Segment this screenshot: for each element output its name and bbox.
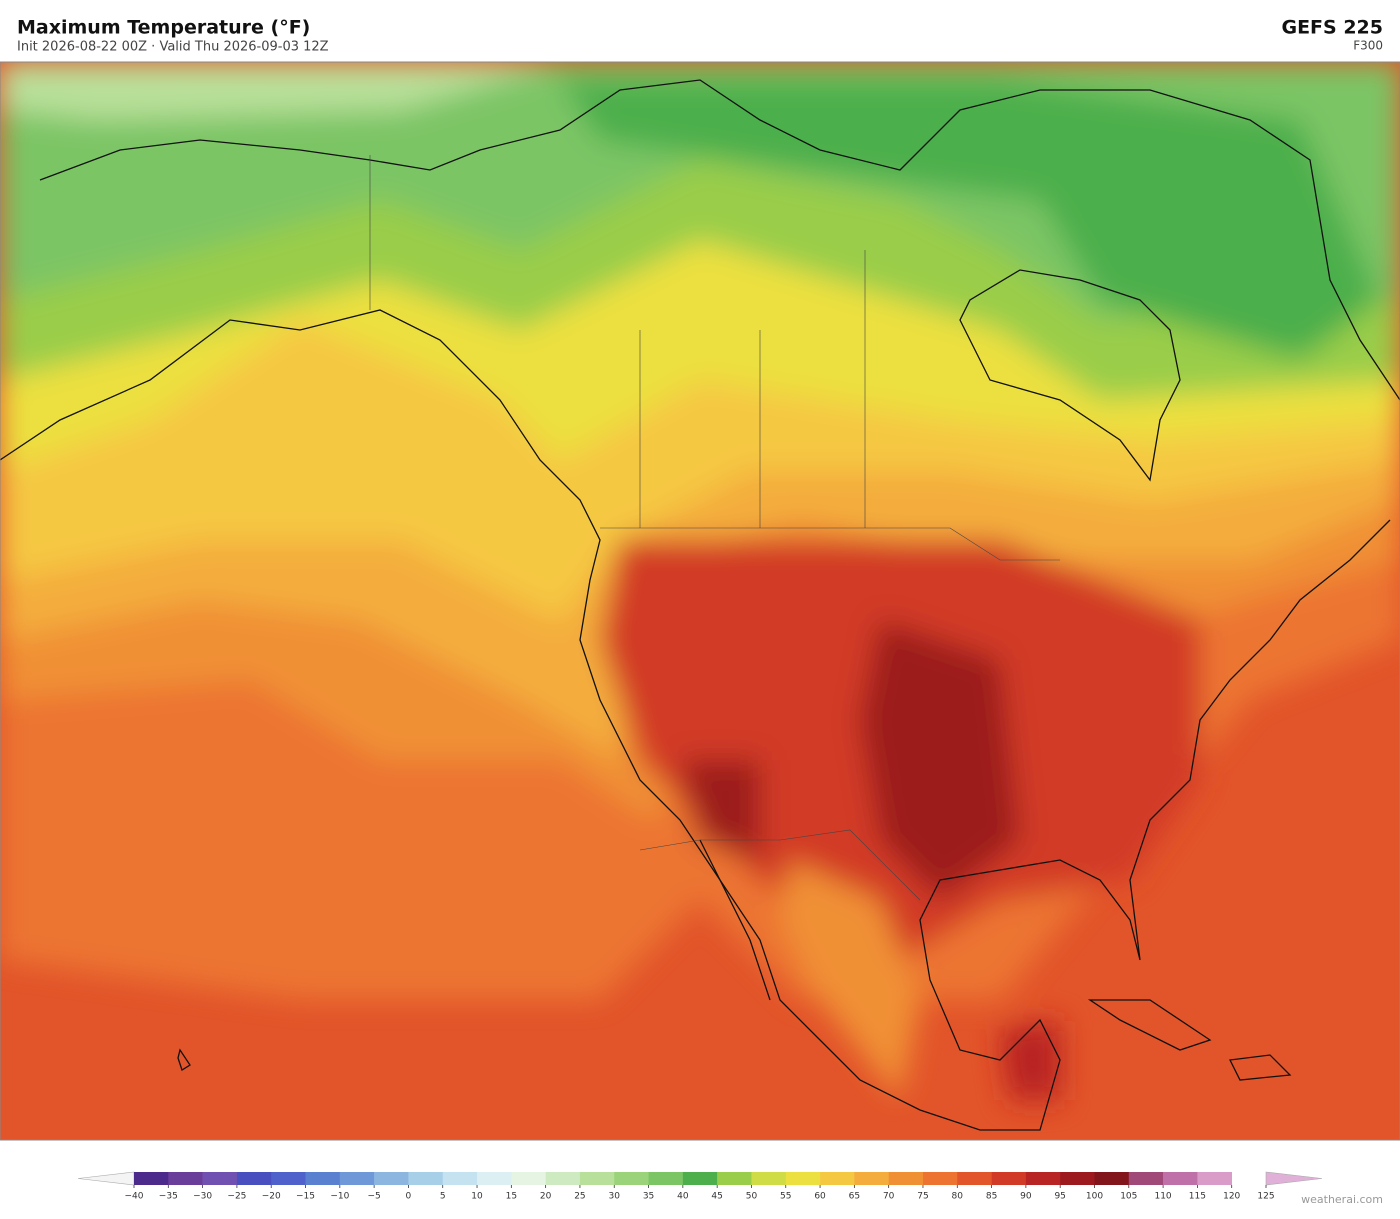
colorbar-tick-label: 110 (1154, 1192, 1171, 1202)
colorbar-tick-label: 105 (1120, 1192, 1137, 1202)
colorbar-tick-label: −35 (159, 1192, 178, 1202)
colorbar-tick-label: −30 (193, 1192, 212, 1202)
subtitle: Init 2026-08-22 00Z · Valid Thu 2026-09-… (17, 40, 329, 55)
colorbar-bin (717, 1172, 752, 1185)
colorbar-bin (888, 1172, 924, 1185)
colorbar-bin (751, 1172, 787, 1185)
colorbar-bin (1128, 1172, 1164, 1185)
colorbar-bin (682, 1172, 718, 1185)
colorbar-tick-label: −25 (227, 1192, 246, 1202)
colorbar-bin (1094, 1172, 1130, 1185)
colorbar-bin (168, 1172, 203, 1185)
colorbar-over (1265, 1171, 1323, 1186)
colorbar-tick-label: 10 (471, 1192, 483, 1202)
colorbar-tick-label: −5 (367, 1192, 380, 1202)
colorbar-tick-label: 20 (540, 1192, 552, 1202)
temperature-map (0, 62, 1400, 1140)
colorbar-tick-label: 15 (506, 1192, 517, 1202)
colorbar-tick-label: 0 (406, 1192, 412, 1202)
colorbar-bin (614, 1172, 649, 1185)
colorbar-tick-label: 115 (1189, 1192, 1206, 1202)
colorbar-tick-label: 25 (574, 1192, 585, 1202)
colorbar-bin (957, 1172, 992, 1185)
colorbar-bin (785, 1172, 821, 1185)
colorbar-bin (271, 1172, 306, 1185)
colorbar-bin (1060, 1172, 1095, 1185)
colorbar-tick-label: 5 (440, 1192, 446, 1202)
colorbar-tick-label: 65 (849, 1192, 860, 1202)
colorbar-tick-label: 120 (1223, 1192, 1240, 1202)
forecast-hour: F300 (1353, 39, 1383, 53)
colorbar-tick-label: 50 (746, 1192, 758, 1202)
credit: weatherai.com (1301, 1193, 1383, 1206)
colorbar-bin (236, 1172, 272, 1185)
colorbar-tick-label: 80 (952, 1192, 964, 1202)
colorbar-bin (922, 1172, 958, 1185)
borders (369, 155, 1060, 901)
colorbar-tick-label: 60 (814, 1192, 826, 1202)
colorbar-bin (545, 1172, 581, 1185)
model: GEFS 225 (1281, 17, 1383, 39)
colorbar-tick-label: −20 (262, 1192, 281, 1202)
colorbar-tick-label: −10 (330, 1192, 349, 1202)
colorbar-bin (374, 1172, 409, 1185)
colorbar-tick-label: 55 (780, 1192, 791, 1202)
colorbar-bin (134, 1172, 169, 1185)
colorbar-bin (648, 1172, 684, 1185)
colorbar-tick-label: 75 (917, 1192, 928, 1202)
colorbar-bin (305, 1172, 341, 1185)
colorbar-tick-label: 100 (1086, 1192, 1103, 1202)
colorbar-tick-label: 45 (711, 1192, 722, 1202)
colorbar-tick-label: 85 (986, 1192, 997, 1202)
colorbar-bin (1197, 1172, 1232, 1185)
colorbar-tick-label: 35 (643, 1192, 654, 1202)
colorbar-tick-label: 95 (1054, 1192, 1065, 1202)
colorbar-tick-label: −15 (296, 1192, 315, 1202)
colorbar-tick-label: 90 (1020, 1192, 1032, 1202)
title: Maximum Temperature (°F) (17, 17, 310, 39)
colorbar-tick-label: −40 (125, 1192, 144, 1202)
colorbar-bin (202, 1172, 238, 1185)
colorbar-bin (477, 1172, 512, 1185)
colorbar-tick-label: 40 (677, 1192, 689, 1202)
colorbar-under (77, 1171, 135, 1186)
colorbar-bin (442, 1172, 478, 1185)
colorbar-bin (339, 1172, 375, 1185)
colorbar-tick-label: 70 (883, 1192, 895, 1202)
colorbar-bin (1025, 1172, 1061, 1185)
colorbar-bin (854, 1172, 889, 1185)
colorbar-tick-label: 30 (609, 1192, 621, 1202)
colorbar: −40 −35 −30 −25 −20 −15 −10 −5 0 5 10 15 20 25 30 35 40 4… (77, 1171, 1323, 1202)
colorbar-bin (579, 1172, 615, 1185)
colorbar-bin (511, 1172, 546, 1185)
colorbar-bin (1163, 1172, 1198, 1185)
colorbar-tick-label: 125 (1257, 1192, 1274, 1202)
colorbar-bin (408, 1172, 444, 1185)
coastlines (0, 79, 1400, 1131)
colorbar-bin (991, 1172, 1027, 1185)
map-frame (0, 61, 1400, 1141)
colorbar-bin (820, 1172, 855, 1185)
